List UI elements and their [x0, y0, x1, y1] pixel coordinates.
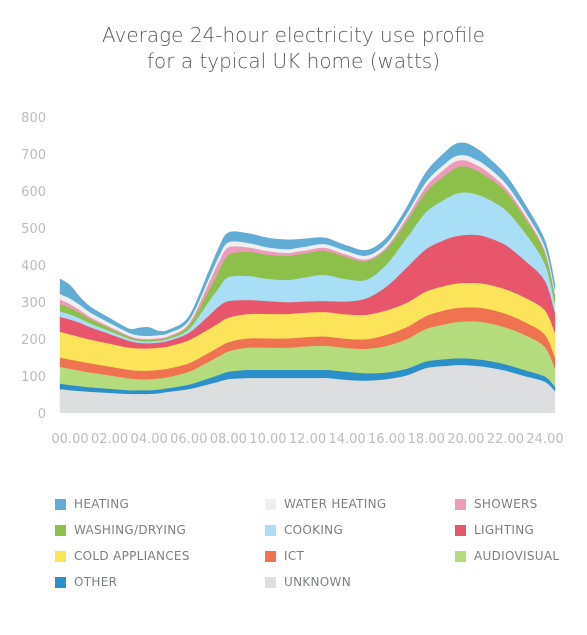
legend-item-cooking: COOKING [265, 523, 343, 537]
legend-item-other: OTHER [55, 575, 117, 589]
legend-item-lighting: LIGHTING [455, 523, 534, 537]
legend-swatch [265, 550, 276, 562]
legend-label: SHOWERS [474, 497, 538, 511]
legend-label: COOKING [284, 523, 344, 537]
legend-label: HEATING [74, 497, 130, 511]
chart-title: Average 24-hour electricity use profile … [0, 22, 587, 74]
y-tick-label: 300 [21, 296, 46, 311]
legend-label: ICT [284, 549, 305, 563]
y-tick-label: 100 [21, 370, 46, 385]
legend-item-cold-appliances: COLD APPLIANCES [55, 549, 190, 563]
x-axis-ticks: 00.00 02.00 04.00 06.00 08.00 10.00 12.00 14.00… [51, 432, 563, 447]
legend-label: LIGHTING [474, 523, 535, 537]
area-heating [59, 142, 556, 337]
area-chart: 0 100 200 300 400 500 600 700 800 00.00 02.00 04.0… [21, 111, 563, 447]
legend-item-unknown: UNKNOWN [265, 575, 351, 589]
legend-label: COLD APPLIANCES [74, 549, 190, 563]
legend-label: OTHER [74, 575, 118, 589]
y-tick-label: 0 [38, 407, 46, 422]
legend-swatch [265, 498, 276, 510]
x-tick-label: 02.00 [91, 432, 128, 447]
legend-item-heating: HEATING [55, 497, 129, 511]
x-tick-label: 06.00 [170, 432, 207, 447]
area-layers [59, 142, 556, 413]
chart-title-line-1: Average 24-hour electricity use profile [102, 23, 485, 47]
legend-item-water-heating: WATER HEATING [265, 497, 386, 511]
legend-swatch [55, 550, 66, 562]
x-tick-label: 16.00 [368, 432, 405, 447]
x-tick-label: 10.00 [249, 432, 286, 447]
y-tick-label: 600 [21, 185, 46, 200]
legend-swatch [55, 498, 66, 510]
legend-label: WASHING/DRYING [74, 523, 187, 537]
legend-swatch [455, 498, 466, 510]
legend-swatch [55, 524, 66, 536]
y-axis-ticks: 0 100 200 300 400 500 600 700 800 [21, 111, 46, 422]
x-tick-label: 14.00 [328, 432, 365, 447]
y-tick-label: 400 [21, 259, 46, 274]
legend-swatch [455, 550, 466, 562]
legend-swatch [455, 524, 466, 536]
legend-item-washing-drying: WASHING/DRYING [55, 523, 186, 537]
chart-title-line-2: for a typical UK home (watts) [146, 49, 441, 73]
x-tick-label: 12.00 [289, 432, 326, 447]
legend-swatch [55, 576, 66, 588]
legend-label: WATER HEATING [284, 497, 387, 511]
x-tick-label: 20.00 [447, 432, 484, 447]
x-tick-label: 22.00 [487, 432, 524, 447]
y-tick-label: 200 [21, 333, 46, 348]
legend-item-audiovisual: AUDIOVISUAL [455, 549, 559, 563]
x-tick-label: 24.00 [526, 432, 563, 447]
legend-item-ict: ICT [265, 549, 304, 563]
x-tick-label: 04.00 [131, 432, 168, 447]
x-tick-label: 08.00 [210, 432, 247, 447]
legend-label: UNKNOWN [284, 575, 351, 589]
x-tick-label: 18.00 [408, 432, 445, 447]
legend-swatch [265, 524, 276, 536]
legend-item-showers: SHOWERS [455, 497, 538, 511]
y-tick-label: 700 [21, 148, 46, 163]
x-tick-label: 00.00 [51, 432, 88, 447]
y-tick-label: 800 [21, 111, 46, 126]
y-tick-label: 500 [21, 222, 46, 237]
legend-label: AUDIOVISUAL [474, 549, 560, 563]
legend-swatch [265, 576, 276, 588]
